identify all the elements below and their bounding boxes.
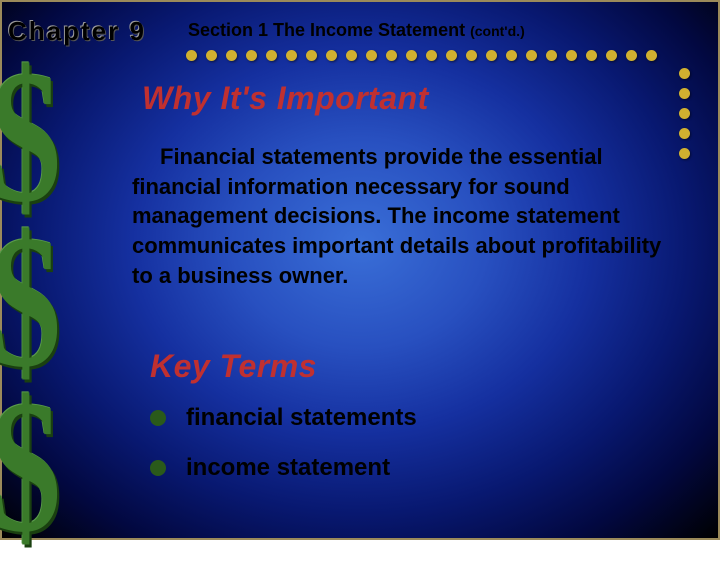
dot-icon — [526, 50, 537, 61]
dot-icon — [506, 50, 517, 61]
dot-icon — [226, 50, 237, 61]
key-terms-heading: Key Terms — [150, 348, 317, 385]
dot-icon — [426, 50, 437, 61]
dot-icon — [386, 50, 397, 61]
dot-icon — [606, 50, 617, 61]
bullet-icon — [150, 410, 166, 426]
dot-icon — [646, 50, 657, 61]
dot-icon — [446, 50, 457, 61]
dot-icon — [586, 50, 597, 61]
dollar-decoration-column: $ $ $ — [0, 52, 128, 552]
dot-icon — [306, 50, 317, 61]
list-item: income statement — [150, 454, 417, 482]
dot-icon — [366, 50, 377, 61]
key-terms-list: financial statements income statement — [150, 404, 417, 504]
dot-icon — [186, 50, 197, 61]
dot-icon — [679, 108, 690, 119]
why-important-heading: Why It's Important — [142, 80, 429, 117]
dot-icon — [679, 88, 690, 99]
section-header: Section 1 The Income Statement (cont'd.) — [188, 20, 525, 41]
dot-icon — [246, 50, 257, 61]
bullet-text: income statement — [186, 454, 390, 482]
dot-icon — [406, 50, 417, 61]
dot-icon — [679, 128, 690, 139]
bullet-text: financial statements — [186, 404, 417, 432]
dollar-sign-icon: $ — [0, 372, 61, 562]
dots-horizontal — [186, 50, 657, 61]
dot-icon — [466, 50, 477, 61]
dot-icon — [679, 148, 690, 159]
dot-icon — [546, 50, 557, 61]
dot-icon — [286, 50, 297, 61]
dot-icon — [206, 50, 217, 61]
slide-container: $ $ $ Chapter 9 Section 1 The Income Sta… — [0, 0, 720, 540]
bullet-icon — [150, 460, 166, 476]
section-contd: (cont'd.) — [470, 23, 525, 39]
dots-vertical — [679, 68, 690, 159]
dot-icon — [326, 50, 337, 61]
chapter-label: Chapter 9 — [8, 16, 146, 47]
dot-icon — [486, 50, 497, 61]
dot-icon — [266, 50, 277, 61]
body-paragraph: Financial statements provide the essenti… — [132, 142, 662, 290]
dot-icon — [566, 50, 577, 61]
list-item: financial statements — [150, 404, 417, 432]
section-title: Section 1 The Income Statement — [188, 20, 470, 40]
dot-icon — [626, 50, 637, 61]
dot-icon — [346, 50, 357, 61]
dot-icon — [679, 68, 690, 79]
